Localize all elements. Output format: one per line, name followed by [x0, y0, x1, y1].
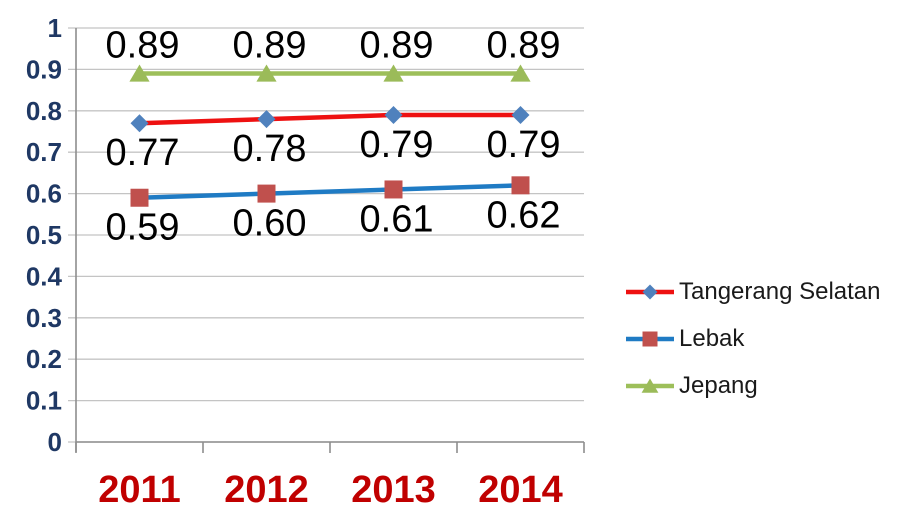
- legend: Tangerang Selatan Lebak Jepang: [626, 277, 881, 401]
- legend-label-lebak: Lebak: [679, 325, 745, 352]
- data-label: 0.59: [106, 207, 180, 249]
- legend-item-tangerang-selatan: Tangerang Selatan: [626, 277, 881, 307]
- square-marker-icon: [257, 184, 276, 203]
- y-axis-tick-label: 1: [48, 13, 62, 43]
- y-axis-tick-label: 0.8: [26, 96, 62, 126]
- diamond-marker-icon: [384, 105, 403, 124]
- y-axis-tick-label: 0.4: [26, 261, 63, 291]
- triangle-marker-icon: [383, 64, 404, 82]
- x-axis-tick-label: 2011: [98, 469, 180, 511]
- y-axis-tick-label: 0.5: [26, 220, 62, 250]
- legend-label-tangerang-selatan: Tangerang Selatan: [679, 278, 881, 305]
- triangle-marker-icon: [641, 378, 659, 393]
- square-marker-icon: [511, 176, 530, 195]
- data-label: 0.79: [360, 124, 434, 166]
- data-label: 0.77: [106, 132, 180, 174]
- triangle-marker-icon: [129, 64, 150, 82]
- y-axis-tick-label: 0: [48, 427, 62, 457]
- data-label: 0.62: [487, 194, 561, 236]
- data-label: 0.60: [233, 203, 307, 245]
- diamond-marker-icon: [257, 110, 276, 129]
- y-axis-tick-label: 0.7: [26, 137, 62, 167]
- legend-item-lebak: Lebak: [626, 324, 881, 354]
- square-marker-icon: [384, 180, 403, 199]
- data-label: 0.89: [106, 25, 180, 67]
- x-axis-tick-label: 2014: [478, 469, 563, 511]
- x-axis-tick-label: 2013: [351, 469, 436, 511]
- y-axis-tick-label: 0.2: [26, 344, 62, 374]
- y-axis-tick-label: 0.1: [26, 386, 62, 416]
- y-axis-tick-label: 0.3: [26, 303, 62, 333]
- legend-line-triangle-icon: [626, 378, 674, 393]
- data-label: 0.89: [360, 25, 434, 67]
- data-label: 0.61: [360, 198, 434, 240]
- data-label: 0.79: [487, 124, 561, 166]
- x-axis-tick-label: 2012: [224, 469, 309, 511]
- triangle-marker-icon: [256, 64, 277, 82]
- data-label: 0.89: [487, 25, 561, 67]
- legend-line-diamond-icon: [626, 284, 674, 300]
- diamond-marker-icon: [130, 114, 149, 133]
- legend-line-square-icon: [626, 331, 674, 347]
- legend-label-jepang: Jepang: [679, 372, 758, 399]
- square-marker-icon: [130, 188, 149, 207]
- data-label: 0.89: [233, 25, 307, 67]
- y-axis-tick-label: 0.9: [26, 54, 62, 84]
- data-label: 0.78: [233, 128, 307, 170]
- legend-item-jepang: Jepang: [626, 371, 881, 401]
- triangle-marker-icon: [510, 64, 531, 82]
- square-marker-icon: [642, 331, 658, 347]
- diamond-marker-icon: [511, 105, 530, 124]
- y-axis-tick-label: 0.6: [26, 179, 62, 209]
- series-line-tangerang-selatan: [139, 112, 521, 126]
- series-line-lebak: [139, 183, 521, 200]
- diamond-marker-icon: [642, 284, 658, 300]
